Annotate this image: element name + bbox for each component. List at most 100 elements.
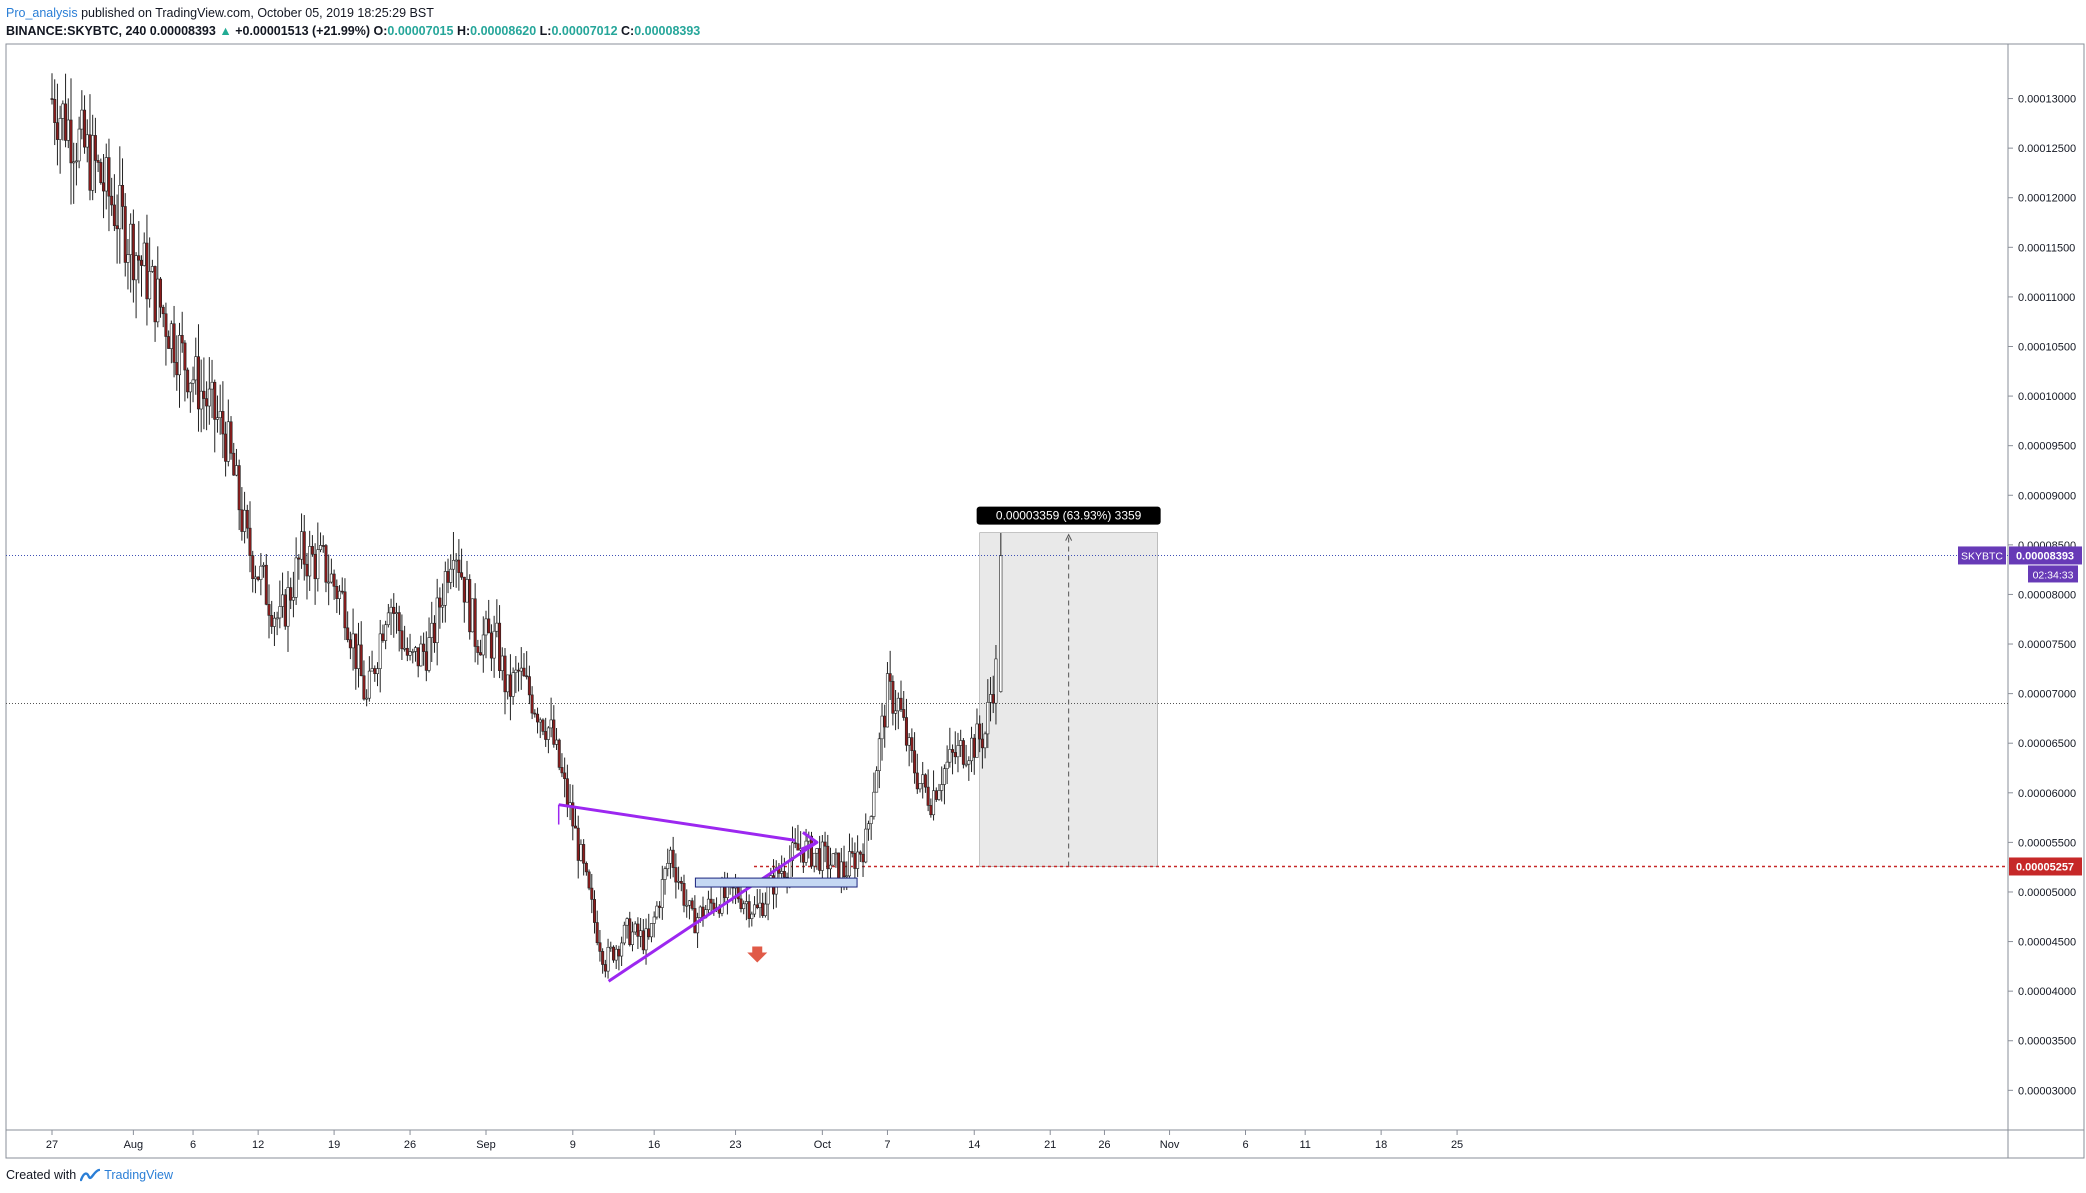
candle-body bbox=[967, 760, 971, 765]
x-tick-label: 6 bbox=[190, 1139, 196, 1151]
candle-body bbox=[571, 802, 575, 827]
x-tick-label: 25 bbox=[1451, 1139, 1463, 1151]
symbol-name[interactable]: BINANCE:SKYBTC, 240 bbox=[6, 24, 147, 38]
y-tick-label: 0.00010000 bbox=[2018, 391, 2076, 403]
support-zone-box[interactable] bbox=[694, 877, 858, 888]
candle-body bbox=[416, 647, 420, 667]
chart-header: Pro_analysis published on TradingView.co… bbox=[6, 4, 700, 40]
candle-body bbox=[83, 109, 87, 148]
candle-body bbox=[834, 852, 838, 855]
candle-body bbox=[243, 509, 247, 532]
measure-label-bg bbox=[976, 506, 1161, 525]
candle-body bbox=[251, 555, 255, 580]
y-tick-label: 0.00007500 bbox=[2018, 639, 2076, 651]
candle-body bbox=[131, 223, 135, 281]
candle-body bbox=[636, 923, 640, 937]
candle-body bbox=[544, 731, 548, 740]
measure-arrowhead-icon bbox=[1065, 533, 1073, 541]
y-tick-label: 0.00011500 bbox=[2018, 242, 2075, 254]
candle-body bbox=[205, 398, 209, 407]
candle-body bbox=[419, 643, 423, 667]
candle-body bbox=[590, 887, 594, 900]
y-tick-label: 0.00012500 bbox=[2018, 143, 2076, 155]
candle-body bbox=[508, 674, 512, 697]
candle-body bbox=[530, 694, 534, 714]
candle-body bbox=[644, 928, 648, 951]
candle-body bbox=[313, 553, 317, 580]
candle-body bbox=[340, 590, 344, 593]
current-price-label: 0.00008393 bbox=[2016, 550, 2074, 562]
candle-body bbox=[80, 109, 84, 130]
triangle-lower-line[interactable] bbox=[607, 841, 818, 983]
candle-body bbox=[864, 828, 868, 863]
candle-body bbox=[747, 901, 751, 919]
candle-body bbox=[99, 162, 103, 184]
x-tick-label: 26 bbox=[1098, 1139, 1110, 1151]
candle-body bbox=[413, 647, 417, 652]
y-tick-label: 0.00006000 bbox=[2018, 788, 2076, 800]
candle-body bbox=[983, 733, 987, 749]
candle-body bbox=[929, 805, 933, 816]
candle-body bbox=[153, 266, 157, 323]
candle-body bbox=[923, 774, 927, 788]
candle-body bbox=[462, 576, 466, 603]
candle-body bbox=[687, 900, 691, 906]
candle-body bbox=[348, 639, 352, 649]
candle-body bbox=[755, 904, 759, 909]
candle-body bbox=[53, 98, 57, 123]
candle-body bbox=[270, 615, 274, 627]
candle-body bbox=[712, 902, 716, 910]
author-link[interactable]: Pro_analysis bbox=[6, 6, 78, 20]
candle-body bbox=[104, 157, 108, 192]
candle-body bbox=[970, 737, 974, 762]
candle-body bbox=[329, 573, 333, 583]
candle-body bbox=[796, 843, 800, 851]
candle-body bbox=[525, 675, 529, 678]
y-tick-label: 0.00003000 bbox=[2018, 1085, 2076, 1097]
candle-body bbox=[696, 917, 700, 934]
candle-body bbox=[180, 335, 184, 344]
y-tick-label: 0.00009500 bbox=[2018, 441, 2076, 453]
candle-body bbox=[316, 549, 320, 580]
candle-body bbox=[159, 278, 163, 308]
change-up-icon: ▲ bbox=[219, 24, 232, 38]
close-label: C: bbox=[621, 24, 635, 38]
candle-body bbox=[549, 719, 553, 729]
candle-body bbox=[308, 546, 312, 577]
candle-body bbox=[758, 902, 762, 909]
x-tick-label: 14 bbox=[968, 1139, 980, 1151]
candle-body bbox=[191, 379, 195, 384]
candle-body bbox=[856, 851, 860, 869]
candle-body bbox=[815, 848, 819, 854]
x-tick-label: 27 bbox=[46, 1139, 58, 1151]
candle-body bbox=[633, 923, 637, 933]
open-label: O: bbox=[373, 24, 388, 38]
candle-body bbox=[91, 135, 95, 191]
candle-body bbox=[167, 336, 171, 349]
candle-body bbox=[902, 709, 906, 718]
candle-body bbox=[460, 572, 464, 578]
measure-label: 0.00003359 (63.93%) 3359 bbox=[996, 509, 1142, 523]
countdown-label: 02:34:33 bbox=[2033, 569, 2074, 581]
publish-line: Pro_analysis published on TradingView.co… bbox=[6, 4, 700, 22]
candle-body bbox=[861, 853, 865, 863]
x-tick-label: 11 bbox=[1299, 1139, 1310, 1151]
tradingview-brand[interactable]: TradingView bbox=[104, 1168, 173, 1182]
y-tick-label: 0.00006500 bbox=[2018, 738, 2076, 750]
candle-body bbox=[641, 930, 645, 951]
candle-body bbox=[397, 612, 401, 632]
candle-body bbox=[373, 668, 377, 675]
candle-body bbox=[123, 206, 127, 263]
candle-body bbox=[557, 739, 561, 768]
candle-body bbox=[50, 98, 54, 100]
y-tick-label: 0.00011000 bbox=[2018, 292, 2075, 304]
candle-body bbox=[446, 571, 450, 583]
stop-price-label: 0.00005257 bbox=[2016, 861, 2074, 873]
candle-body bbox=[614, 948, 618, 961]
candle-body bbox=[598, 942, 602, 952]
candle-body bbox=[55, 122, 59, 140]
triangle-upper-line[interactable] bbox=[558, 803, 796, 842]
candle-body bbox=[64, 103, 68, 141]
stop-price-label-bg bbox=[2009, 857, 2082, 876]
